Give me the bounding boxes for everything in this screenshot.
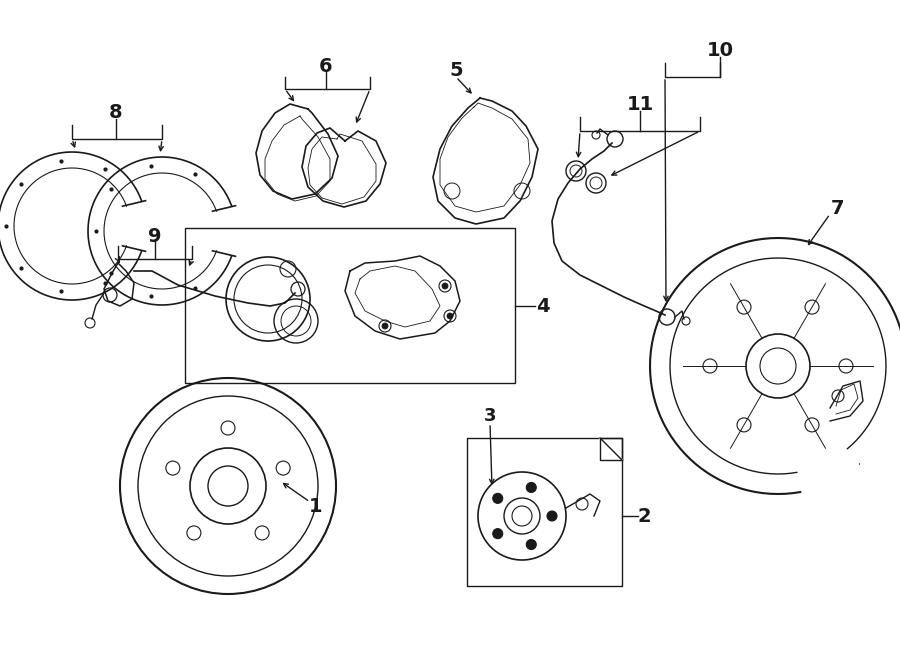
Text: 5: 5 (449, 61, 463, 81)
Text: 6: 6 (320, 56, 333, 75)
Circle shape (382, 323, 388, 329)
Text: 10: 10 (706, 42, 733, 61)
Bar (467, 438, 622, 586)
Circle shape (526, 539, 536, 549)
Text: 8: 8 (109, 104, 122, 122)
Text: 4: 4 (536, 297, 550, 315)
Circle shape (526, 483, 536, 492)
Text: 3: 3 (484, 407, 496, 425)
Text: 9: 9 (148, 227, 162, 245)
Text: 1: 1 (310, 496, 323, 516)
Circle shape (447, 313, 453, 319)
Circle shape (492, 529, 503, 539)
Circle shape (492, 493, 503, 504)
Text: 2: 2 (637, 506, 651, 525)
Text: 11: 11 (626, 95, 653, 114)
Text: 7: 7 (832, 198, 845, 217)
Bar (185, 228, 515, 383)
Circle shape (442, 283, 448, 289)
Circle shape (547, 511, 557, 521)
